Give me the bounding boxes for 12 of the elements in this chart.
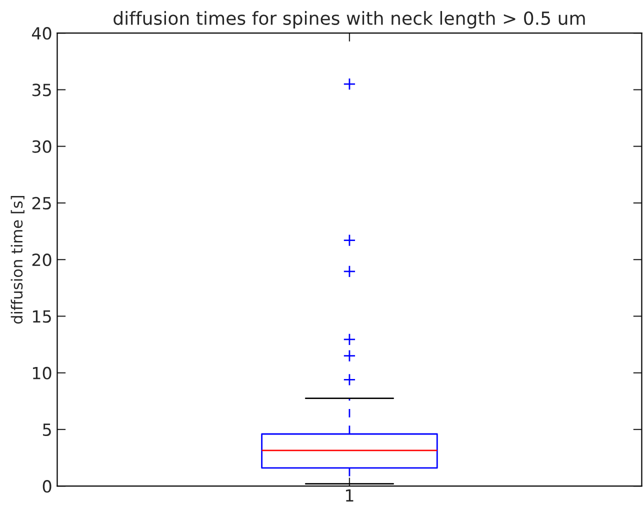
y-tick-label: 40 [32, 27, 52, 40]
chart-title: diffusion times for spines with neck length > 0.5 um [114, 11, 585, 29]
y-tick-label: 35 [32, 84, 51, 96]
y-tick-label: 25 [32, 196, 51, 210]
y-tick-label: 15 [32, 310, 51, 323]
y-tick-label: 0 [42, 480, 52, 493]
y-tick-label: 30 [32, 140, 52, 153]
y-tick-label: 20 [32, 254, 52, 266]
y-tick-label: 10 [32, 366, 52, 380]
x-tick-label: 1 [346, 489, 354, 502]
y-tick-label: 5 [43, 424, 51, 436]
y-axis-title: diffusion time [s] [10, 196, 24, 324]
